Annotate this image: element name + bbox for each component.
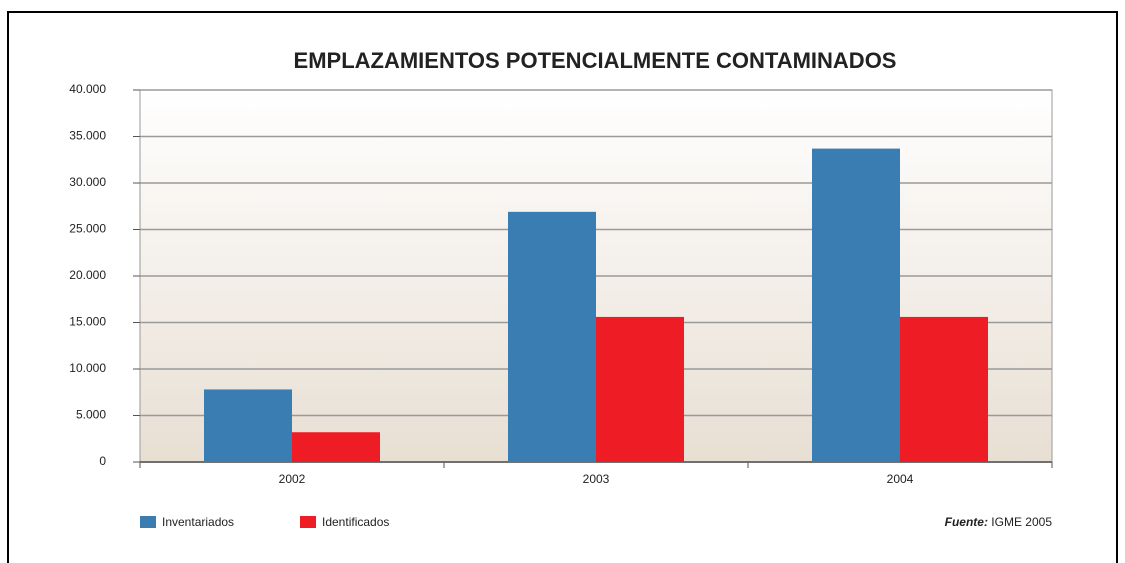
y-tick-label: 20.000 bbox=[69, 268, 106, 282]
source: IGME 2005 bbox=[991, 515, 1052, 529]
legend-label: Inventariados bbox=[162, 515, 234, 529]
bar bbox=[812, 148, 900, 462]
bar bbox=[900, 316, 988, 462]
source-label: Fuente: bbox=[945, 515, 988, 529]
legend-swatch bbox=[140, 516, 156, 528]
y-tick-label: 0 bbox=[99, 454, 106, 468]
legend-swatch bbox=[300, 516, 316, 528]
chart-title: EMPLAZAMIENTOS POTENCIALMENTE CONTAMINAD… bbox=[294, 48, 897, 73]
y-tick-label: 40.000 bbox=[69, 82, 106, 96]
bar bbox=[508, 211, 596, 462]
y-tick-label: 35.000 bbox=[69, 129, 106, 143]
x-tick-label: 2002 bbox=[279, 472, 306, 486]
x-tick-label: 2003 bbox=[583, 472, 610, 486]
source-note: Fuente: IGME 2005 bbox=[945, 515, 1053, 529]
frame bbox=[7, 11, 1118, 563]
y-tick-label: 10.000 bbox=[69, 361, 106, 375]
x-tick-label: 2004 bbox=[887, 472, 914, 486]
y-tick-label: 5.000 bbox=[76, 408, 106, 422]
legend-label: Identificados bbox=[322, 515, 389, 529]
y-tick-label: 30.000 bbox=[69, 175, 106, 189]
bar bbox=[204, 389, 292, 462]
y-tick-label: 25.000 bbox=[69, 222, 106, 236]
bar bbox=[292, 432, 380, 462]
bar bbox=[596, 316, 684, 462]
y-tick-label: 15.000 bbox=[69, 315, 106, 329]
